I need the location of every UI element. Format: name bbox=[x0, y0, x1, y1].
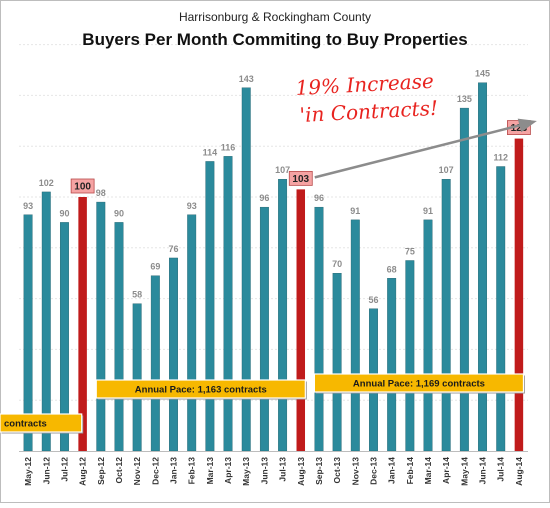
bar bbox=[169, 257, 178, 452]
value-label: 76 bbox=[169, 244, 179, 254]
x-tick-label: Jan-14 bbox=[387, 457, 397, 484]
growth-arrowhead bbox=[517, 118, 537, 133]
bar bbox=[441, 179, 451, 452]
value-label: 114 bbox=[203, 147, 218, 157]
x-tick-label: Aug-14 bbox=[514, 457, 524, 486]
x-tick-label: Jun-12 bbox=[41, 457, 51, 485]
x-tick-label: Jul-12 bbox=[59, 457, 69, 482]
value-label: 96 bbox=[314, 193, 324, 203]
x-tick-label: May-14 bbox=[459, 457, 469, 486]
x-tick-label: May-13 bbox=[241, 457, 251, 486]
value-label: 93 bbox=[23, 201, 33, 211]
annual-pace-box bbox=[0, 413, 83, 433]
value-label: 107 bbox=[439, 165, 454, 175]
value-label: 145 bbox=[475, 69, 490, 79]
x-tick-label: Oct-12 bbox=[114, 457, 124, 484]
bar bbox=[223, 156, 233, 452]
x-tick-label: Nov-12 bbox=[132, 457, 142, 486]
value-label: 93 bbox=[187, 201, 197, 211]
bar bbox=[259, 206, 269, 452]
x-tick-label: Sep-13 bbox=[314, 457, 324, 485]
growth-arrow-line bbox=[314, 120, 534, 179]
highlight-label-box bbox=[288, 170, 313, 186]
x-tick-label: Jul-13 bbox=[278, 457, 288, 482]
value-label: 98 bbox=[96, 188, 106, 198]
annotations: Annual Pace: 1,163 contracts Annual Pace:… bbox=[0, 69, 537, 434]
value-label: 107 bbox=[275, 165, 290, 175]
bar bbox=[423, 219, 433, 452]
bar bbox=[41, 191, 51, 452]
bar bbox=[478, 82, 488, 452]
bar bbox=[296, 189, 306, 451]
highlight-label-box bbox=[70, 178, 95, 194]
x-tick-label: Apr-13 bbox=[223, 457, 233, 484]
bar bbox=[114, 222, 124, 452]
value-label: 75 bbox=[405, 247, 415, 257]
bar bbox=[96, 201, 106, 452]
value-label: 69 bbox=[150, 262, 160, 272]
value-label: 90 bbox=[59, 208, 69, 218]
x-tick-label: Sep-12 bbox=[96, 457, 106, 485]
annual-pace-box bbox=[95, 379, 306, 399]
bar bbox=[278, 179, 288, 452]
bar bbox=[78, 197, 87, 451]
annual-pace-label: contracts bbox=[4, 419, 47, 430]
value-label: 91 bbox=[423, 206, 433, 216]
bar bbox=[332, 273, 342, 452]
value-label: 116 bbox=[221, 142, 236, 152]
x-axis: May-12 Jun-12 Jul-12 Aug-12 Sep-12 Oct-12 Nov-… bbox=[19, 451, 528, 486]
x-tick-label: Apr-14 bbox=[441, 457, 451, 484]
value-label: 90 bbox=[114, 208, 124, 218]
x-tick-label: Feb-14 bbox=[405, 457, 415, 485]
annual-pace-label: Annual Pace: 1,163 contracts bbox=[135, 385, 267, 396]
value-label: 100 bbox=[74, 182, 91, 193]
x-tick-label: Aug-12 bbox=[78, 457, 88, 486]
x-tick-label: Mar-13 bbox=[205, 457, 215, 485]
bar bbox=[205, 161, 215, 452]
x-tick-label: Mar-14 bbox=[423, 457, 433, 485]
bar bbox=[405, 260, 415, 452]
x-tick-label: Jan-13 bbox=[169, 457, 179, 484]
bar bbox=[387, 278, 397, 452]
x-tick-label: Oct-13 bbox=[332, 457, 342, 484]
value-label: 123 bbox=[511, 123, 528, 134]
value-label: 58 bbox=[132, 290, 142, 300]
annual-pace-label: Annual Pace: 1,169 contracts bbox=[353, 379, 485, 390]
x-tick-label: Jun-14 bbox=[478, 457, 488, 485]
bar bbox=[150, 275, 160, 452]
value-label: 56 bbox=[368, 295, 378, 305]
value-label: 70 bbox=[332, 259, 342, 269]
value-label: 143 bbox=[239, 74, 254, 84]
x-tick-label: Aug-13 bbox=[296, 457, 306, 486]
bar bbox=[514, 138, 524, 451]
bar bbox=[350, 219, 360, 452]
x-tick-label: Dec-13 bbox=[368, 457, 378, 485]
x-tick-label: Jul-14 bbox=[496, 457, 506, 482]
bar bbox=[187, 214, 197, 452]
bar bbox=[132, 303, 142, 452]
bar bbox=[314, 206, 324, 452]
value-label: 102 bbox=[39, 178, 54, 188]
value-label: 96 bbox=[259, 193, 269, 203]
chart-title: Buyers Per Month Commiting to Buy Proper… bbox=[82, 30, 467, 49]
value-label: 103 bbox=[292, 174, 309, 185]
value-label: 68 bbox=[387, 264, 397, 274]
x-tick-label: Feb-13 bbox=[187, 457, 197, 485]
bar bbox=[496, 166, 506, 452]
annual-pace-box bbox=[313, 373, 525, 393]
x-tick-label: May-12 bbox=[23, 457, 33, 486]
x-tick-label: Dec-12 bbox=[150, 457, 160, 485]
value-label: 112 bbox=[493, 153, 508, 163]
chart-subtitle: Harrisonburg & Rockingham County bbox=[179, 10, 371, 24]
value-label: 91 bbox=[350, 206, 360, 216]
value-label: 135 bbox=[457, 94, 472, 104]
x-tick-label: Jun-13 bbox=[259, 457, 269, 485]
x-tick-label: Nov-13 bbox=[350, 457, 360, 486]
bar bbox=[459, 107, 469, 452]
